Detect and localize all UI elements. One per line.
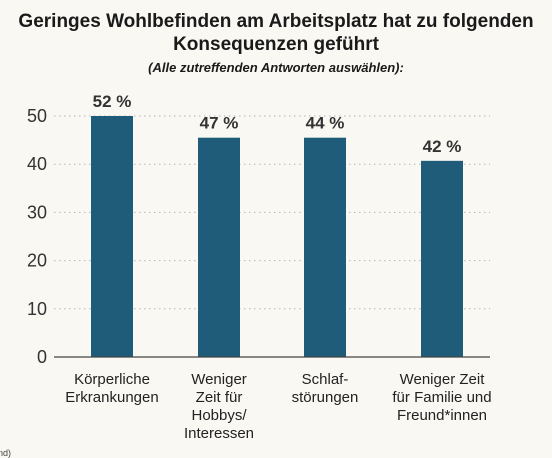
data-label: 47 % [200, 114, 239, 133]
category-label: Körperliche [74, 371, 150, 388]
category-label: Weniger Zeit [400, 371, 486, 388]
category-label: Schlaf- [302, 371, 349, 388]
category-label: Weniger [191, 371, 247, 388]
chart-title-text: Geringes Wohlbefinden am Arbeitsplatz ha… [18, 11, 534, 55]
y-tick-label: 50 [27, 106, 47, 126]
y-tick-label: 40 [27, 154, 47, 174]
y-tick-label: 0 [37, 347, 47, 367]
y-tick-label: 30 [27, 202, 47, 222]
category-label: Zeit für [196, 389, 243, 406]
bar [198, 137, 240, 357]
category-label: Erkrankungen [65, 389, 158, 406]
category-label: störungen [292, 389, 359, 406]
data-label: 44 % [306, 114, 345, 133]
chart-title: Geringes Wohlbefinden am Arbeitsplatz ha… [0, 10, 552, 56]
category-label: Hobbys/ [191, 407, 247, 424]
y-tick-label: 10 [27, 299, 47, 319]
bar [91, 116, 133, 357]
data-label: 52 % [93, 92, 132, 111]
bar [421, 160, 463, 357]
data-label: 42 % [423, 137, 462, 156]
bar [304, 137, 346, 357]
category-label: für Familie und [392, 389, 491, 406]
category-label: Interessen [184, 425, 254, 442]
category-label: Freund*innen [397, 407, 487, 424]
chart-subtitle: (Alle zutreffenden Antworten auswählen): [148, 60, 404, 75]
footnote: nd) [0, 448, 12, 458]
y-tick-label: 20 [27, 251, 47, 271]
